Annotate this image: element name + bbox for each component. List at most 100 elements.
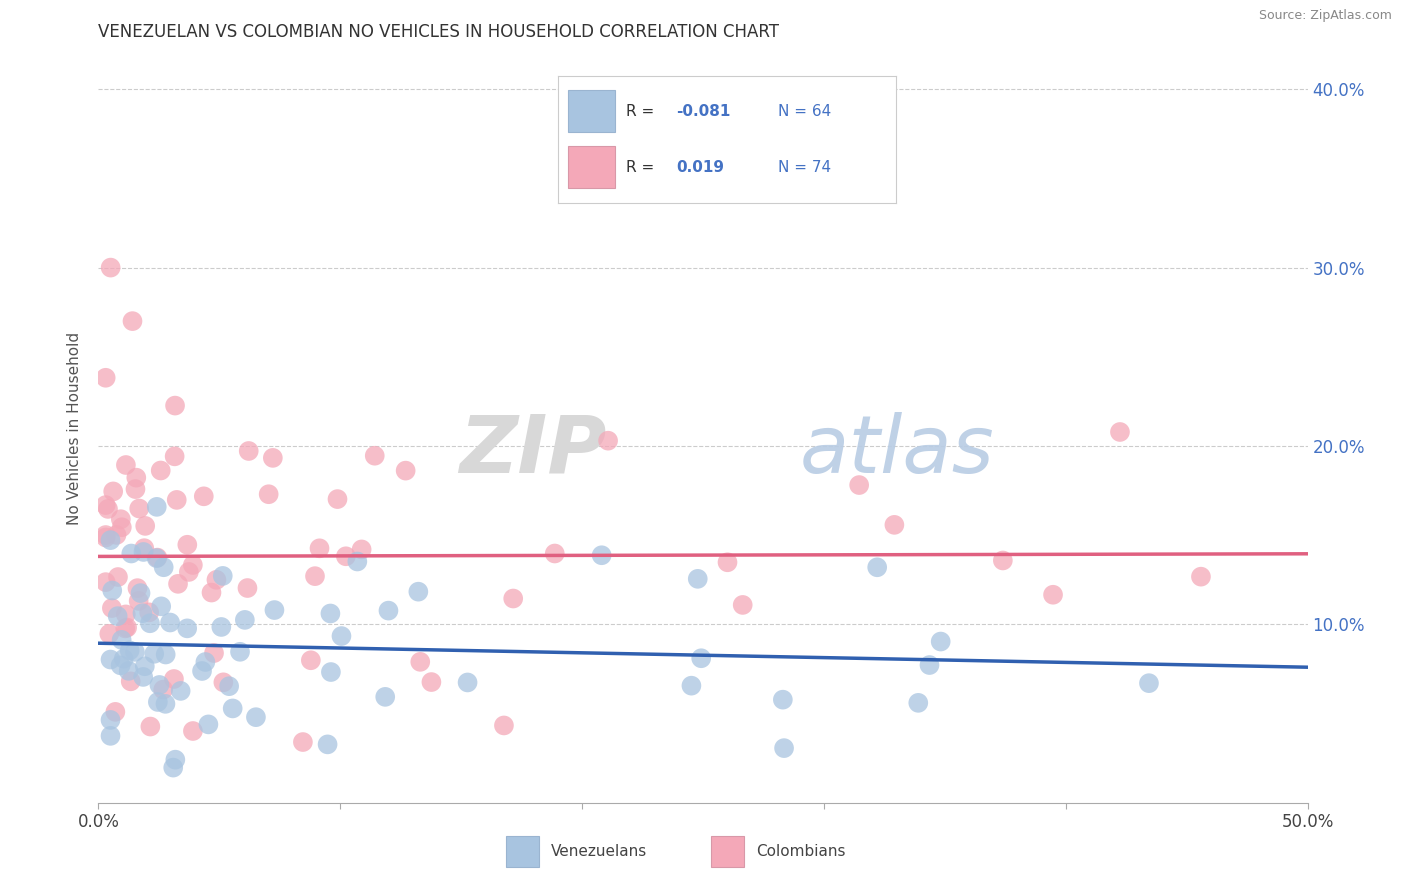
Point: [155, 697, 177, 711]
Point: [118, 664, 141, 678]
Point: [145, 551, 167, 566]
Point: [257, 487, 280, 501]
Point: [166, 492, 188, 507]
Point: [112, 652, 135, 666]
Point: [191, 664, 214, 678]
Point: [209, 620, 232, 634]
Point: [114, 607, 136, 622]
Point: [544, 547, 567, 561]
Point: [101, 601, 124, 615]
Point: [134, 659, 156, 673]
Point: [395, 464, 418, 478]
Point: [146, 695, 169, 709]
Point: [101, 583, 124, 598]
Point: [907, 696, 929, 710]
Point: [326, 492, 349, 507]
Point: [111, 520, 134, 534]
Point: [690, 651, 713, 665]
Point: [492, 718, 515, 732]
Point: [773, 741, 796, 756]
Point: [929, 634, 952, 648]
Point: [335, 549, 357, 564]
Point: [111, 632, 134, 647]
Point: [221, 701, 243, 715]
Point: [245, 710, 267, 724]
Point: [94, 531, 117, 545]
Point: [176, 621, 198, 635]
Point: [502, 591, 524, 606]
Point: [1189, 569, 1212, 583]
Point: [304, 569, 326, 583]
Point: [118, 643, 141, 657]
Point: [686, 572, 709, 586]
Point: [377, 604, 399, 618]
Point: [167, 577, 190, 591]
Point: [121, 314, 143, 328]
Point: [159, 615, 181, 630]
Point: [152, 560, 174, 574]
Point: [308, 541, 330, 556]
Point: [374, 690, 396, 704]
Point: [131, 606, 153, 620]
Point: [165, 753, 187, 767]
Point: [132, 545, 155, 559]
Point: [263, 603, 285, 617]
Point: [150, 599, 173, 614]
Point: [420, 675, 443, 690]
Point: [162, 761, 184, 775]
Point: [1109, 425, 1132, 439]
Point: [194, 655, 217, 669]
Point: [319, 665, 342, 679]
Point: [124, 482, 146, 496]
Point: [100, 713, 122, 727]
Point: [211, 569, 233, 583]
Point: [127, 581, 149, 595]
Point: [291, 735, 314, 749]
Point: [181, 724, 204, 739]
Point: [883, 517, 905, 532]
Point: [193, 489, 215, 503]
Point: [319, 607, 342, 621]
Point: [163, 672, 186, 686]
Point: [202, 646, 225, 660]
Point: [1137, 676, 1160, 690]
Point: [346, 554, 368, 568]
Point: [120, 547, 142, 561]
Text: Source: ZipAtlas.com: Source: ZipAtlas.com: [1258, 9, 1392, 22]
Point: [94, 371, 117, 385]
Point: [848, 478, 870, 492]
Point: [731, 598, 754, 612]
Point: [138, 605, 160, 619]
Point: [299, 653, 322, 667]
Point: [866, 560, 889, 574]
Point: [97, 502, 120, 516]
Point: [408, 584, 430, 599]
Point: [596, 434, 619, 448]
Point: [128, 594, 150, 608]
Point: [98, 627, 121, 641]
Point: [197, 717, 219, 731]
Point: [409, 655, 432, 669]
Point: [169, 684, 191, 698]
Point: [772, 692, 794, 706]
Point: [107, 609, 129, 624]
Text: VENEZUELAN VS COLOMBIAN NO VEHICLES IN HOUSEHOLD CORRELATION CHART: VENEZUELAN VS COLOMBIAN NO VEHICLES IN H…: [98, 23, 779, 41]
Point: [139, 720, 162, 734]
Point: [181, 558, 204, 572]
Point: [716, 555, 738, 569]
Point: [212, 675, 235, 690]
Point: [145, 500, 167, 514]
Point: [94, 498, 117, 512]
Point: [100, 652, 122, 666]
Point: [176, 538, 198, 552]
Point: [110, 512, 132, 526]
Point: [134, 541, 156, 556]
Point: [107, 570, 129, 584]
Point: [163, 450, 186, 464]
Point: [1042, 588, 1064, 602]
Point: [148, 678, 170, 692]
Point: [233, 613, 256, 627]
Point: [457, 675, 479, 690]
Point: [114, 621, 136, 635]
Point: [100, 533, 122, 548]
